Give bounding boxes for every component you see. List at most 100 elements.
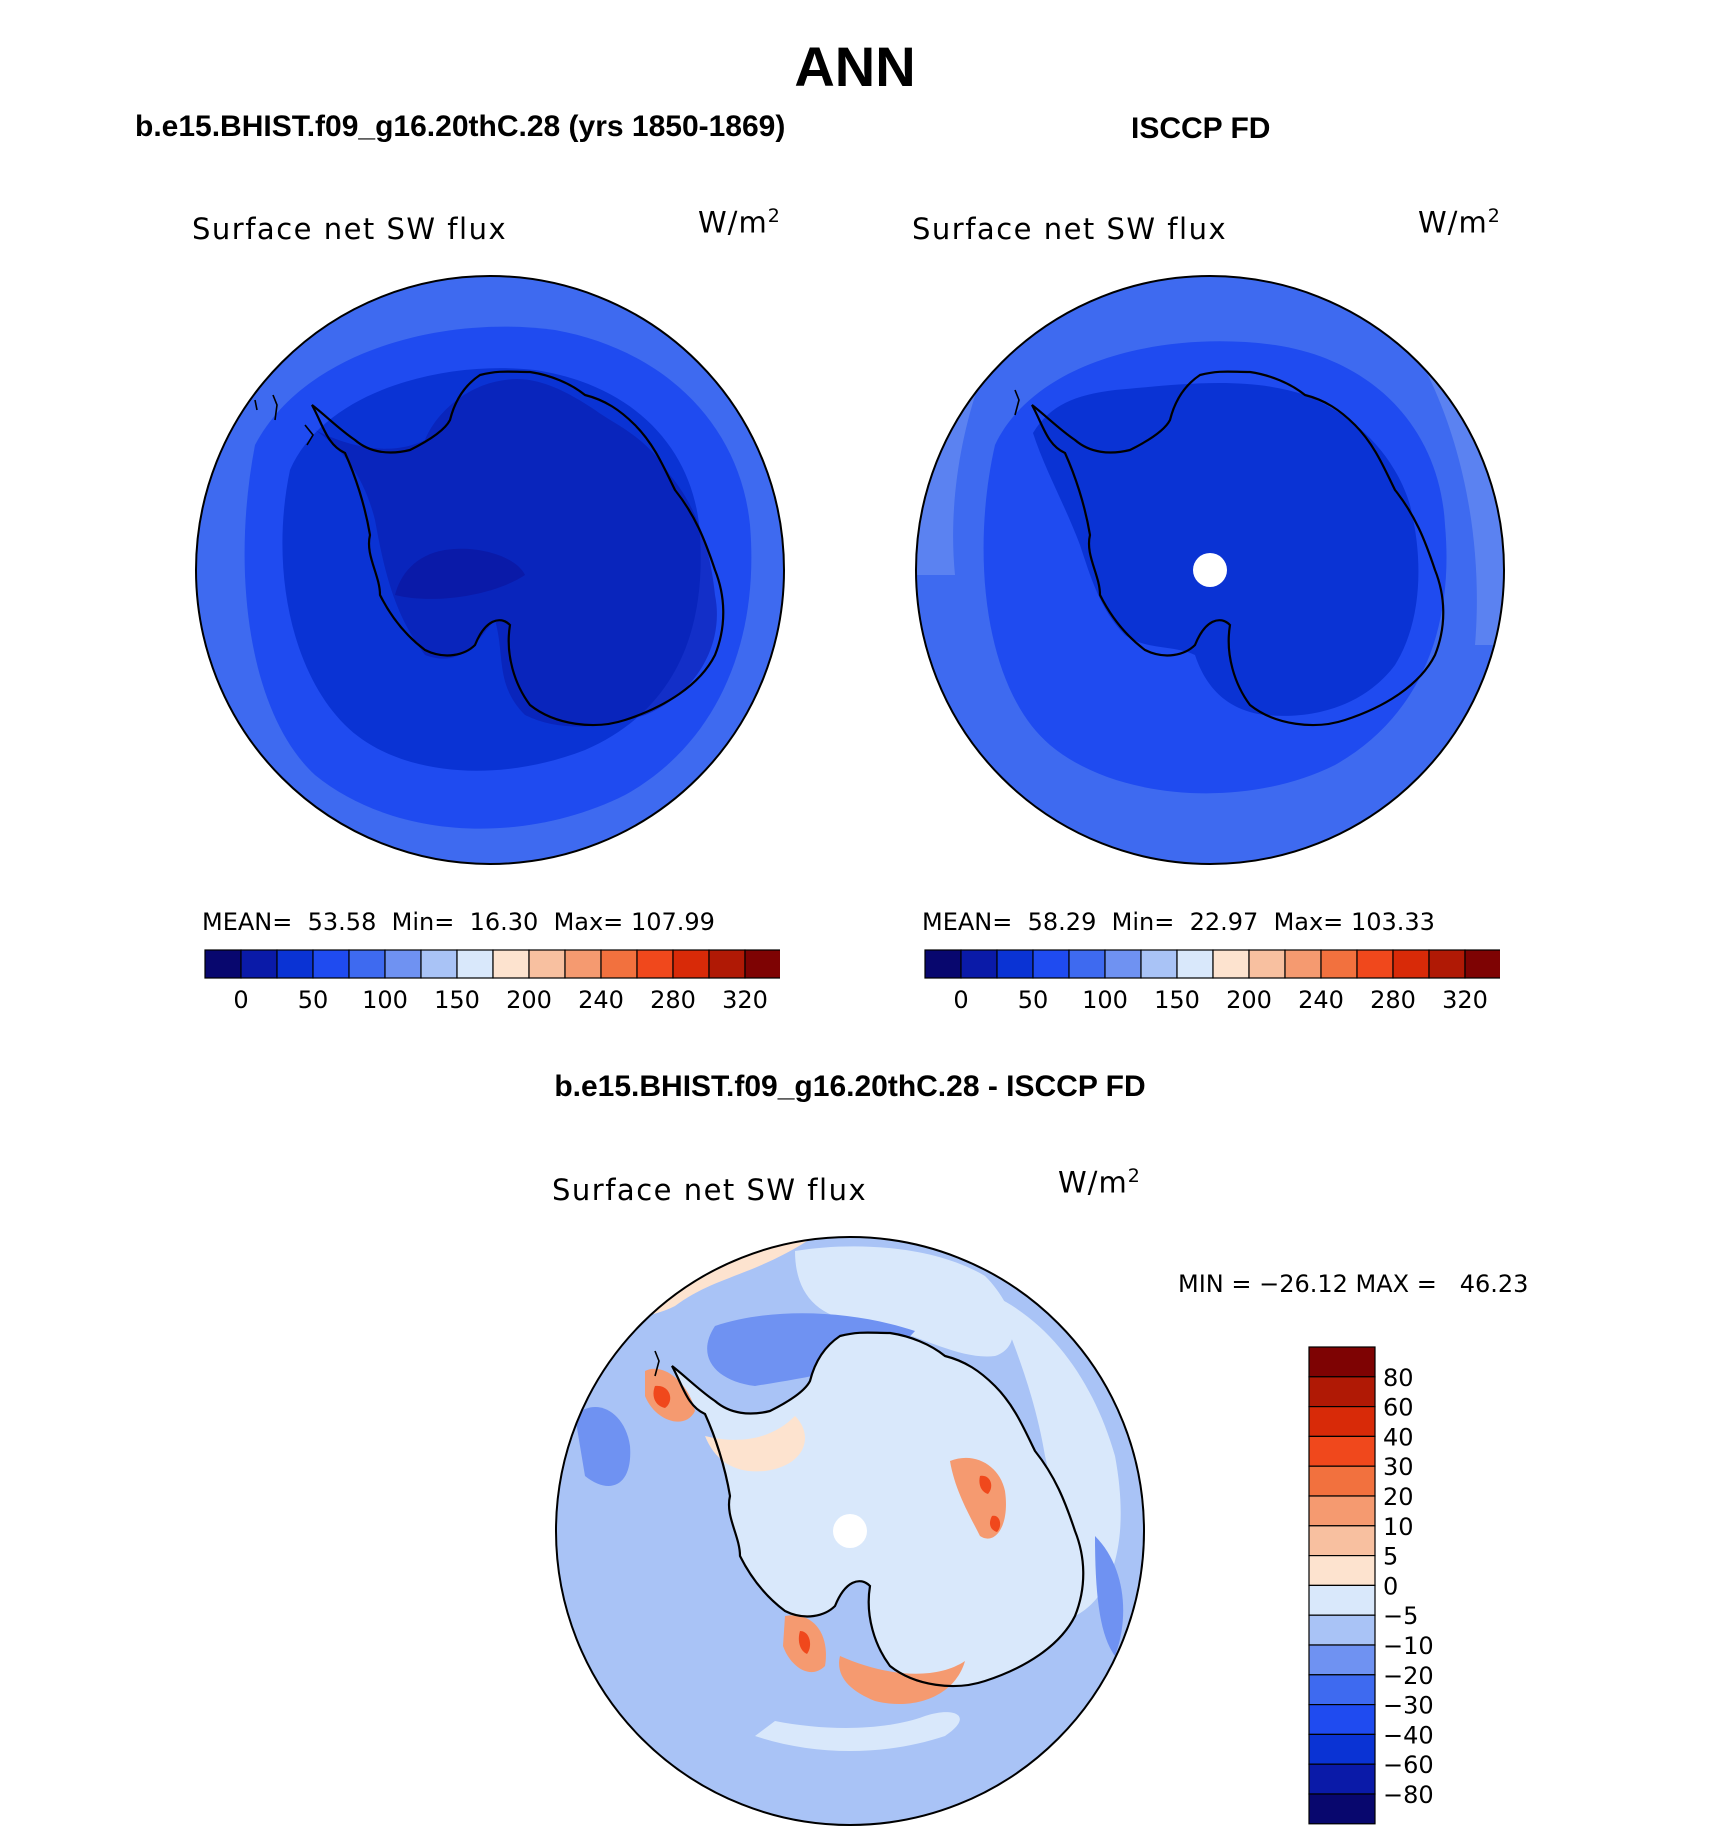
colorbar-box	[672, 949, 710, 979]
colorbar-box	[1428, 949, 1466, 979]
colorbar-box	[1356, 949, 1394, 979]
diff-light-north	[795, 1246, 1014, 1357]
missing-data-pole-hole	[833, 1514, 867, 1548]
colorbar-box	[600, 949, 638, 979]
colorbar-tick-label: 0	[953, 986, 968, 1014]
colorbar-tick-label: 30	[1383, 1453, 1414, 1481]
colorbar-box	[1308, 1376, 1376, 1408]
colorbar-box	[1104, 949, 1142, 979]
colorbar-tick-label: 50	[298, 986, 329, 1014]
colorbar-box	[960, 949, 998, 979]
panel-1-map	[195, 275, 785, 865]
diff-map-border	[555, 1236, 1145, 1826]
colorbar-box	[348, 949, 386, 979]
panel-1-colorbar: 0 50 100 150 200 240 280 320	[204, 949, 780, 1014]
panel-1-variable-label: Surface net SW flux	[192, 212, 508, 246]
colorbar-box	[708, 949, 746, 979]
colorbar-box	[996, 949, 1034, 979]
diff-light-south	[755, 1712, 960, 1751]
diff-mid-west	[575, 1407, 631, 1486]
diff-ross-strong	[798, 1631, 811, 1654]
diff-peninsula-strong	[653, 1385, 671, 1408]
colorbar-box	[744, 949, 780, 979]
colorbar-box	[1308, 1465, 1376, 1497]
colorbar-tick-label: 40	[1383, 1423, 1414, 1451]
colorbar-tick-label: −80	[1383, 1781, 1434, 1809]
panel-2-colorbar: 0 50 100 150 200 240 280 320	[924, 949, 1500, 1014]
colorbar-box	[1464, 949, 1500, 979]
colorbar-box	[384, 949, 422, 979]
diff-land-light	[672, 1332, 1084, 1686]
antarctica-coastline	[1031, 370, 1445, 727]
colorbar-box	[1392, 949, 1430, 979]
colorbar-tick-label: 100	[362, 986, 408, 1014]
colorbar-box	[1032, 949, 1070, 979]
diff-mid-east	[1095, 1536, 1124, 1656]
colorbar-box	[1212, 949, 1250, 979]
colorbar-tick-label: 80	[1383, 1364, 1414, 1392]
colorbar-tick-label: 280	[1370, 986, 1416, 1014]
panel-1-map-border	[195, 275, 785, 865]
diff-mid-north	[707, 1313, 915, 1386]
colorbar-tick-label: 150	[1154, 986, 1200, 1014]
colorbar-box	[1308, 1644, 1376, 1676]
colorbar-tick-label: −20	[1383, 1662, 1434, 1690]
panel-2-map	[915, 275, 1505, 865]
colorbar-box	[420, 949, 458, 979]
colorbar-box	[1308, 1584, 1376, 1616]
colorbar-box	[636, 949, 674, 979]
colorbar-box	[1308, 1435, 1376, 1467]
colorbar-box	[312, 949, 350, 979]
colorbar-tick-label: −60	[1383, 1751, 1434, 1779]
colorbar-tick-label: −10	[1383, 1632, 1434, 1660]
colorbar-box	[204, 949, 242, 979]
colorbar-tick-label: 200	[1226, 986, 1272, 1014]
colorbar-tick-label: 240	[578, 986, 624, 1014]
diff-units-label: W/m2	[1058, 1165, 1141, 1200]
colorbar-tick-label: 10	[1383, 1513, 1414, 1541]
colorbar-box	[924, 949, 962, 979]
land-interior	[1033, 383, 1419, 716]
colorbar-box	[1308, 1704, 1376, 1736]
colorbar-box	[1284, 949, 1322, 979]
colorbar-tick-label: 0	[233, 986, 248, 1014]
colorbar-box	[1308, 1405, 1376, 1437]
colorbar-tick-label: 150	[434, 986, 480, 1014]
colorbar-tick-label: −40	[1383, 1721, 1434, 1749]
panel-2-map-border	[915, 275, 1505, 865]
colorbar-box	[1308, 1614, 1376, 1646]
coastline-fragments	[254, 394, 314, 446]
panel-2-title: ISCCP FD	[1131, 112, 1271, 145]
colorbar-box	[1308, 1793, 1376, 1825]
colorbar-tick-label: 20	[1383, 1483, 1414, 1511]
diff-south-coast-positive	[839, 1656, 965, 1705]
main-title: ANN	[794, 35, 916, 98]
colorbar-tick-label: 280	[650, 986, 696, 1014]
colorbar-box	[1308, 1763, 1376, 1795]
colorbar-tick-label: 50	[1018, 986, 1049, 1014]
colorbar-box	[528, 949, 566, 979]
panel-2-stats: MEAN= 58.29 Min= 22.97 Max= 103.33	[922, 908, 1435, 936]
panel-1-stats: MEAN= 53.58 Min= 16.30 Max= 107.99	[202, 908, 715, 936]
colorbar-box	[1308, 1674, 1376, 1706]
colorbar-box	[1176, 949, 1214, 979]
antarctica-coastline	[311, 370, 725, 727]
colorbar-tick-label: 100	[1082, 986, 1128, 1014]
colorbar-box	[1248, 949, 1286, 979]
panel-2-units-label: W/m2	[1418, 205, 1501, 240]
colorbar-tick-label: 60	[1383, 1394, 1414, 1422]
colorbar-box	[240, 949, 278, 979]
diff-east-coast-strong	[979, 1475, 1001, 1532]
colorbar-tick-label: 0	[1383, 1572, 1398, 1600]
diff-peninsula-positive	[645, 1368, 695, 1422]
diff-min-max-stats: MIN = −26.12 MAX = 46.23	[1178, 1270, 1529, 1298]
colorbar-box	[1308, 1733, 1376, 1765]
panel-1-title: b.e15.BHIST.f09_g16.20thC.28 (yrs 1850-1…	[135, 110, 786, 143]
colorbar-box	[1140, 949, 1178, 979]
colorbar-tick-label: −30	[1383, 1692, 1434, 1720]
colorbar-box	[564, 949, 602, 979]
peninsula-low-flux-region	[395, 548, 525, 599]
colorbar-tick-label: 200	[506, 986, 552, 1014]
colorbar-box	[1308, 1555, 1376, 1587]
